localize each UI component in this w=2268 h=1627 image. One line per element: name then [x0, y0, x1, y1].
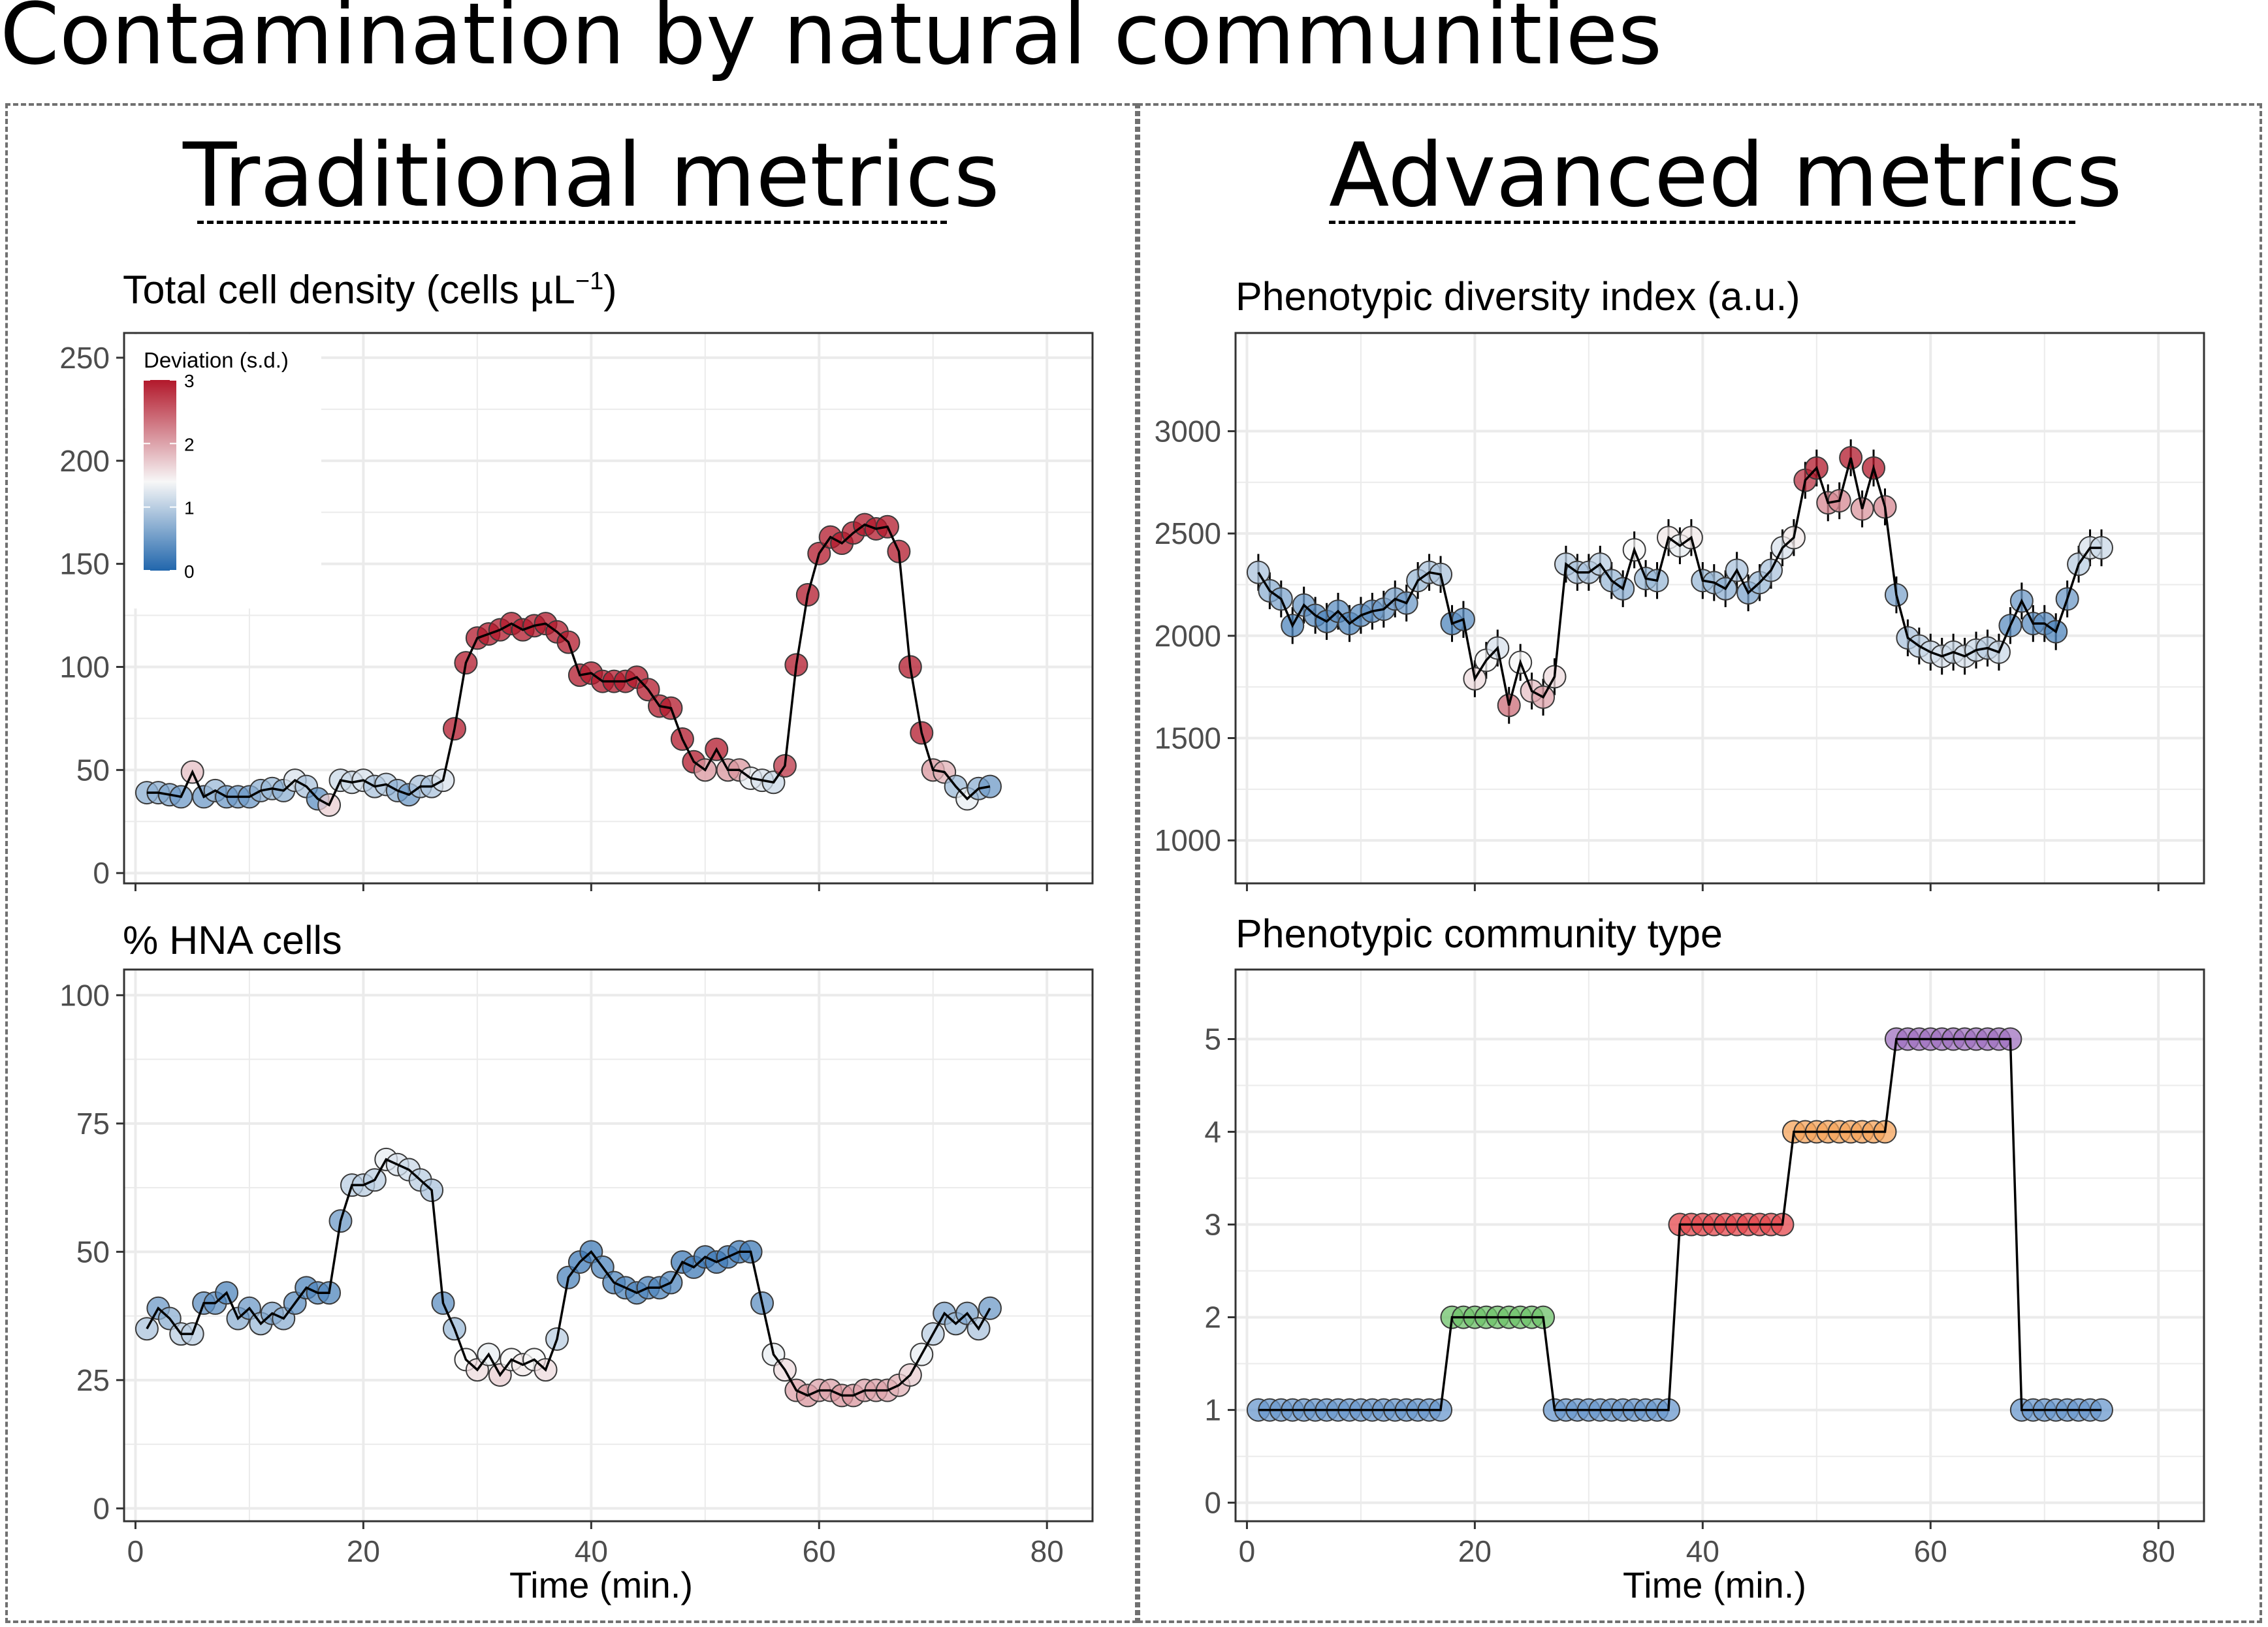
advanced-metrics-heading: Advanced metrics: [1329, 124, 2122, 227]
community-panel-title: Phenotypic community type: [1236, 911, 1723, 956]
advanced-heading-underline: [1329, 221, 2075, 224]
main-title: Contamination by natural communities: [0, 0, 1663, 84]
diversity-panel-title: Phenotypic diversity index (a.u.): [1236, 274, 1800, 319]
traditional-heading-underline: [197, 221, 947, 224]
hna-panel-title: % HNA cells: [123, 918, 342, 962]
traditional-metrics-heading: Traditional metrics: [183, 124, 1000, 227]
hna-x-axis-title: Time (min.): [509, 1564, 694, 1605]
community-x-axis-title: Time (min.): [1623, 1564, 1807, 1605]
advanced-metrics-box: [1138, 103, 2262, 1623]
density-panel-title: Total cell density (cells µL−1): [123, 267, 617, 312]
traditional-metrics-box: [5, 103, 1138, 1623]
